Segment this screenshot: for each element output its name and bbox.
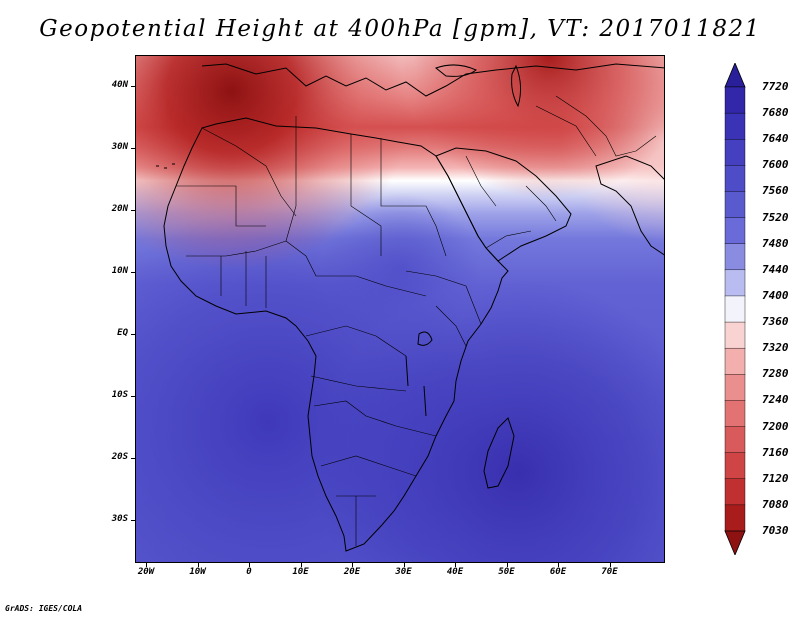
lon-label-0: 0 (246, 567, 252, 577)
lat-tick (131, 210, 135, 211)
colorbar-block (724, 321, 746, 349)
borders (176, 95, 657, 546)
lon-label-70e: 70E (601, 567, 618, 577)
colorbar-label-7030: 7030 (762, 524, 789, 537)
colorbar-label-7400: 7400 (762, 288, 789, 302)
lon-tick (197, 563, 199, 567)
lon-label-50e: 50E (498, 567, 515, 577)
colorbar-label-7080: 7080 (762, 497, 789, 511)
lon-tick (558, 563, 559, 567)
lat-tick (131, 86, 135, 87)
colorbar-label-7320: 7320 (762, 341, 789, 355)
colorbar-block (724, 426, 746, 454)
lon-label-60e: 60E (549, 567, 567, 577)
credit-text: GrADS: IGES/COLA (5, 604, 83, 613)
lat-label-10n: 10N (111, 266, 128, 276)
coastlines (156, 63, 664, 552)
lon-label-10w: 10W (189, 567, 206, 577)
caspian-sea (511, 64, 522, 108)
lon-tick (146, 563, 147, 567)
lon-tick (609, 563, 611, 567)
colorbar-label-7120: 7120 (762, 471, 789, 485)
colorbar-block (724, 191, 746, 219)
colorbar-arrow-top (724, 63, 746, 88)
colorbar-blocks (724, 63, 746, 555)
canary-islands (156, 163, 175, 169)
colorbar-block (724, 269, 746, 297)
colorbar-arrow-bottom (724, 530, 746, 555)
colorbar-block (724, 86, 746, 114)
colorbar-block (724, 243, 746, 271)
lat-label-30s: 30S (111, 514, 128, 524)
lat-label-10s: 10S (111, 390, 128, 400)
lon-tick (352, 563, 353, 567)
chart-title: Geopotential Height at 400hPa [gpm], VT:… (39, 16, 761, 42)
colorbar-label-7160: 7160 (762, 445, 789, 459)
india-outline (595, 155, 664, 256)
colorbar-block (724, 165, 746, 192)
lat-tick (131, 458, 135, 459)
colorbar-block (724, 295, 746, 323)
lat-tick (131, 334, 135, 335)
colorbar-label-7440: 7440 (762, 262, 789, 276)
colorbar-label-7560: 7560 (762, 184, 789, 198)
lat-label-40n: 40N (111, 80, 128, 90)
lon-tick (506, 563, 508, 567)
lat-label-30n: 30N (111, 142, 128, 152)
colorbar-block (724, 478, 746, 506)
colorbar-block (724, 112, 746, 140)
colorbar (724, 63, 746, 555)
lon-label-20w: 20W (137, 567, 155, 577)
lon-label-10e: 10E (292, 567, 309, 577)
lat-tick (131, 520, 135, 521)
colorbar-label-7200: 7200 (762, 419, 789, 433)
colorbar-label-7640: 7640 (762, 132, 789, 146)
colorbar-label-7680: 7680 (762, 106, 789, 120)
madagascar-outline (483, 417, 515, 489)
lat-label-20s: 20S (111, 452, 128, 462)
lat-tick (131, 148, 135, 149)
colorbar-label-7480: 7480 (762, 236, 789, 250)
map-svg (136, 56, 664, 562)
colorbar-label-7720: 7720 (762, 80, 789, 93)
colorbar-label-7520: 7520 (762, 210, 789, 224)
lon-tick (249, 563, 250, 567)
colorbar-block (724, 374, 746, 401)
colorbar-block (724, 504, 746, 532)
colorbar-label-7240: 7240 (762, 393, 789, 407)
colorbar-block (724, 139, 746, 166)
map-panel (135, 55, 665, 563)
low-northwest (136, 56, 664, 562)
colorbar-block (724, 400, 746, 428)
colorbar-label-7280: 7280 (762, 367, 789, 381)
lon-tick (455, 563, 456, 567)
arabia-outline (435, 147, 572, 262)
lat-label-eq: EQ (117, 328, 128, 338)
black-sea (434, 64, 477, 77)
lon-label-20e: 20E (343, 567, 361, 577)
lon-label-40e: 40E (446, 567, 464, 577)
lake-victoria (417, 331, 433, 346)
colorbar-block (724, 347, 746, 375)
colorbar-block (724, 452, 746, 480)
lat-tick (131, 396, 135, 397)
lon-label-30e: 30E (395, 567, 412, 577)
colorbar-label-7600: 7600 (762, 158, 789, 172)
lon-tick (403, 563, 405, 567)
lat-label-20n: 20N (111, 204, 128, 214)
lon-tick (300, 563, 302, 567)
europe-coast (201, 63, 664, 97)
colorbar-block (724, 217, 746, 245)
colorbar-label-7360: 7360 (762, 315, 789, 329)
lat-tick (131, 272, 135, 273)
rift-lakes (405, 355, 427, 417)
